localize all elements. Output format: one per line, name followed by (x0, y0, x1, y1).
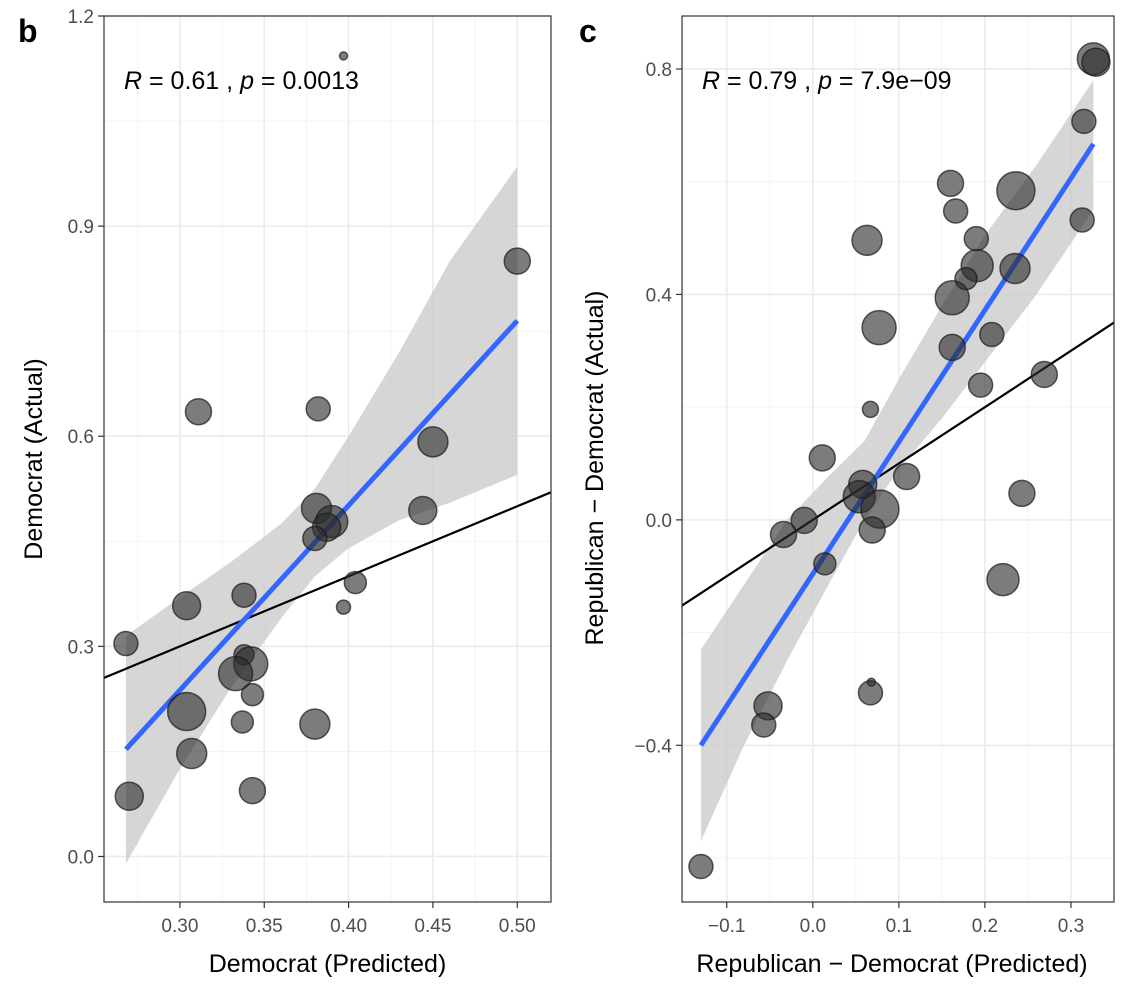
y-tick-label: 0.6 (68, 427, 94, 448)
data-point (967, 372, 994, 398)
panel-c-y-axis-title: Republican − Democrat (Actual) (581, 290, 609, 645)
panel-b: b R = 0.61 , p = 0.0013 0.30 0.35 0.40 0.45… (18, 7, 552, 978)
data-point (408, 495, 438, 526)
x-tick-label: 0.3 (1058, 916, 1084, 937)
panel-b-x-axis-title: Democrat (Predicted) (209, 950, 447, 978)
x-tick-label: −0.1 (708, 916, 746, 937)
panel-b-letter: b (18, 13, 38, 49)
data-point (892, 462, 921, 491)
panel-c-x-axis-title: Republican − Democrat (Predicted) (696, 950, 1087, 978)
data-point (417, 426, 449, 458)
data-point (938, 333, 966, 362)
data-point (1081, 47, 1111, 77)
data-point (1008, 479, 1036, 508)
data-point (858, 516, 886, 544)
panel-c-points (688, 42, 1111, 880)
data-point (217, 655, 254, 692)
x-tick-label: 0.30 (161, 916, 198, 937)
panel-b-axes: 0.30 0.35 0.40 0.45 0.50 0.0 0.3 0.6 0.9 1.2 (68, 7, 536, 937)
x-tick-label: 0.40 (330, 916, 367, 937)
data-point (851, 224, 883, 257)
regression-fit-line (698, 142, 1096, 747)
panel-b-points (113, 51, 532, 811)
panel-b-annotation: R = 0.61 , p = 0.0013 (124, 67, 359, 95)
x-tick-label: 0.45 (414, 916, 451, 937)
data-point (113, 630, 139, 657)
data-point (861, 309, 897, 346)
data-point (335, 599, 352, 615)
data-point (343, 570, 368, 595)
data-point (996, 170, 1036, 211)
data-point (813, 552, 837, 576)
panel-b-border (103, 15, 552, 903)
data-point (1069, 207, 1095, 233)
data-point (184, 397, 213, 426)
y-tick-label: 0.9 (68, 217, 94, 238)
data-point (299, 708, 331, 740)
y-tick-label: 1.2 (68, 7, 94, 28)
data-point (305, 396, 331, 422)
data-point (171, 590, 202, 621)
data-point (240, 682, 265, 707)
data-point (238, 776, 267, 805)
data-point (986, 562, 1020, 597)
panel-c: c R = 0.79 , p = 7.9e−09 −0.1 0.0 0.1 0.2 0.… (579, 13, 1115, 978)
panel-c-annotation: R = 0.79 , p = 7.9e−09 (702, 67, 952, 95)
data-point (230, 710, 255, 734)
data-point (942, 198, 969, 224)
y-tick-label: 0.3 (68, 637, 94, 658)
data-point (857, 680, 884, 706)
data-point (769, 520, 798, 549)
y-tick-label: 0.0 (68, 847, 94, 868)
data-point (302, 525, 328, 552)
y-tick-label: −0.4 (634, 736, 672, 757)
data-point (934, 280, 970, 316)
data-point (166, 691, 207, 732)
data-point (503, 247, 532, 275)
data-point (936, 169, 965, 198)
data-point (175, 737, 208, 770)
data-point (231, 582, 257, 608)
y-tick-label: 0.8 (646, 60, 672, 81)
data-point (999, 252, 1031, 285)
identity-line (104, 491, 551, 679)
y-tick-label: 0.4 (646, 285, 673, 306)
x-tick-label: 0.1 (886, 916, 912, 937)
confidence-band (700, 80, 1094, 842)
data-point (861, 400, 880, 419)
panel-c-axes: −0.1 0.0 0.1 0.2 0.3 −0.4 0.0 0.4 0.8 (634, 60, 1084, 937)
x-tick-label: 0.35 (246, 916, 283, 937)
data-point (1030, 360, 1059, 389)
x-tick-label: 0.2 (972, 916, 998, 937)
data-point (979, 321, 1005, 348)
y-tick-label: 0.0 (646, 511, 672, 532)
panel-b-y-axis-title: Democrat (Actual) (20, 358, 48, 559)
x-tick-label: 0.50 (499, 916, 536, 937)
data-point (338, 51, 349, 61)
data-point (688, 853, 714, 880)
panel-c-border (681, 15, 1115, 903)
data-point (114, 781, 145, 811)
data-point (808, 444, 837, 472)
data-point (1071, 108, 1097, 135)
data-point (751, 712, 777, 738)
panel-c-confidence-band-layer (700, 80, 1094, 842)
panel-c-letter: c (579, 13, 597, 49)
data-point (963, 225, 990, 252)
data-point (790, 506, 818, 535)
x-tick-label: 0.0 (800, 916, 826, 937)
